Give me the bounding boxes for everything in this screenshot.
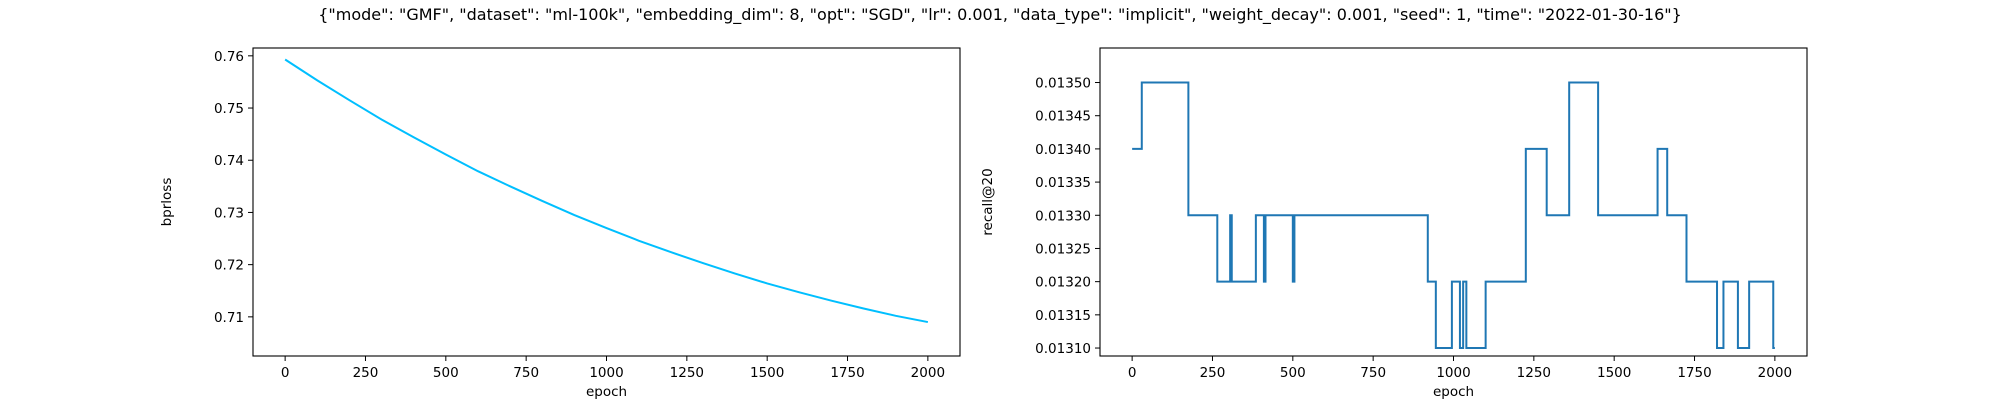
x-tick-label: 750	[1360, 365, 1386, 381]
y-tick-label: 0.76	[214, 49, 244, 65]
x-tick-label: 1500	[1597, 365, 1631, 381]
y-tick-label: 0.01345	[1035, 109, 1091, 125]
y-tick-label: 0.01325	[1035, 241, 1091, 257]
y-tick-label: 0.01315	[1035, 308, 1091, 324]
x-tick-label: 500	[1280, 365, 1306, 381]
x-tick-label: 0	[1128, 365, 1137, 381]
y-tick-label: 0.01330	[1035, 208, 1091, 224]
y-tick-label: 0.75	[214, 101, 244, 117]
x-tick-label: 1500	[750, 365, 784, 381]
x-tick-label: 1000	[1436, 365, 1470, 381]
y-tick-label: 0.01320	[1035, 275, 1091, 291]
x-tick-label: 2000	[1758, 365, 1792, 381]
bprloss-chart: 0 250 500 750 1000 1250 1500 1750 2000 0.71 0.72 0.…	[159, 47, 961, 400]
series-line	[284, 58, 929, 324]
x-tick-label: 2000	[911, 365, 945, 381]
x-tick-label: 1250	[1517, 365, 1551, 381]
x-tick-label: 1000	[589, 365, 623, 381]
x-tick-label: 750	[513, 365, 539, 381]
y-tick-label: 0.01310	[1035, 341, 1091, 357]
y-axis-label: bprloss	[159, 178, 175, 227]
x-tick-label: 1750	[830, 365, 864, 381]
y-tick-label: 0.01350	[1035, 76, 1091, 92]
recall-chart: 0 250 500 750 1000 1250 1500 1750 2000 0.01310 0.0…	[980, 47, 1808, 400]
y-tick-label: 0.01340	[1035, 142, 1091, 158]
x-tick-label: 0	[281, 365, 290, 381]
figure-title: {"mode": "GMF", "dataset": "ml-100k", "e…	[318, 5, 1682, 25]
y-tick-label: 0.71	[214, 310, 244, 326]
x-tick-label: 250	[1200, 365, 1226, 381]
x-axis-label: epoch	[586, 384, 627, 400]
y-axis-label: recall@20	[980, 168, 996, 235]
y-tick-label: 0.73	[214, 205, 244, 221]
y-tick-label: 0.72	[214, 258, 244, 274]
x-axis-label: epoch	[1433, 384, 1474, 400]
y-tick-label: 0.74	[214, 153, 244, 169]
x-tick-label: 1250	[670, 365, 704, 381]
series-line	[1132, 81, 1775, 350]
x-tick-label: 250	[353, 365, 379, 381]
x-tick-label: 500	[433, 365, 459, 381]
y-tick-label: 0.01335	[1035, 175, 1091, 191]
x-tick-label: 1750	[1677, 365, 1711, 381]
